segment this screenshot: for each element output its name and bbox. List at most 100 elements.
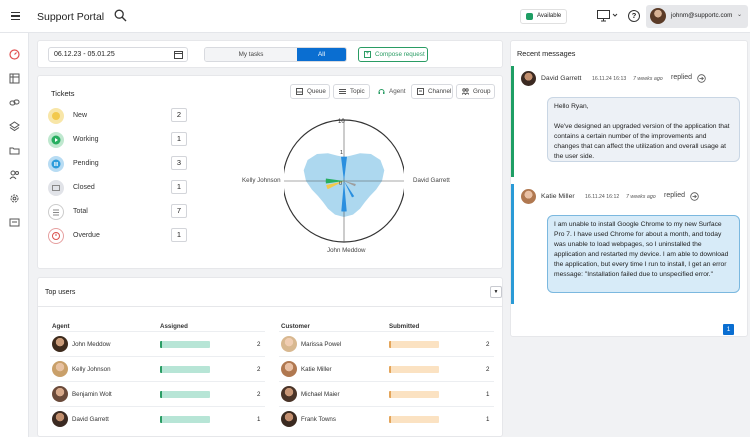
submitted-bar [389,416,439,423]
tab-label: Topic [350,88,365,95]
ticket-label: Pending [73,160,99,167]
card-icon[interactable] [9,217,20,228]
table-row[interactable]: Katie Miller 2 [279,356,494,381]
help-icon[interactable]: ? [628,10,640,22]
monitor-icon[interactable] [597,10,619,24]
radar-segment-1-0 [326,181,344,190]
tab-all[interactable]: All [297,48,346,61]
avatar [52,386,68,402]
assigned-count: 2 [257,341,261,348]
tab-topic[interactable]: Topic [333,84,370,99]
folder-closed-icon [48,180,64,196]
table-row[interactable]: Marissa Powel 2 [279,331,494,356]
avatar [281,336,297,352]
ticket-row-new[interactable]: New 2 [48,108,188,124]
avatar [650,8,666,24]
radar-axis-label-kelly: Kelly Johnson [242,177,281,184]
tab-label: Agent [389,88,406,95]
folder-icon[interactable] [9,145,20,156]
customer-name: Marissa Powel [301,341,342,348]
dashboard-icon[interactable] [9,49,20,60]
radar-segment-0-1 [341,181,347,212]
assigned-bar [160,391,210,398]
message-item[interactable]: Katie Miller 16.11.24 16:12 7 weeks ago … [511,184,748,304]
col-customer: Customer [281,323,310,330]
message-body: I am unable to install Google Chrome to … [547,215,740,293]
gear-icon[interactable] [9,193,20,204]
tab-group[interactable]: Group [456,84,495,99]
avatar [52,336,68,352]
table-row[interactable]: Michael Maier 1 [279,381,494,406]
tab-my-tasks[interactable]: My tasks [205,48,297,61]
tab-channel[interactable]: Channel [411,84,453,99]
compose-request-button[interactable]: + Compose request [358,47,428,62]
clock-icon [48,228,64,244]
ticket-row-closed[interactable]: Closed 1 [48,180,188,196]
availability-status[interactable]: Available [520,9,567,24]
recent-messages-card: Recent messages David Garrett 16.11.24 1… [510,40,748,337]
tab-queue[interactable]: Queue [290,84,330,99]
table-icon[interactable] [9,73,20,84]
users-icon[interactable] [9,169,20,180]
top-users-title: Top users [45,289,76,296]
ticket-row-overdue[interactable]: Overdue 1 [48,228,188,244]
tab-agent[interactable]: Agent [372,84,408,99]
page-number[interactable]: 1 [723,324,734,335]
ticket-count: 7 [171,204,187,218]
headset-icon [378,89,385,94]
assigned-bar [160,416,210,423]
table-row[interactable]: Kelly Johnson 2 [50,356,265,381]
search-icon[interactable] [114,9,127,24]
radar-axis-label-david: David Garrett [413,177,450,184]
table-row[interactable]: David Garrett 1 [50,406,265,431]
submitted-count: 1 [486,416,490,423]
dropdown-button[interactable]: ▼ [490,286,502,298]
top-bar: Support Portal Available ? johnm@support… [0,0,750,33]
arrow-right-icon[interactable] [697,74,706,83]
user-menu[interactable]: johnm@supportc.com ⌄ [646,5,748,28]
table-row[interactable]: John Meddow 2 [50,331,265,356]
message-ago: 7 weeks ago [626,194,656,200]
submitted-bar [389,391,439,398]
ticket-label: Closed [73,184,95,191]
table-row[interactable]: Benjamin Wolt 2 [50,381,265,406]
ticket-label: New [73,112,88,119]
avatar [521,189,536,204]
ticket-count: 2 [171,108,187,122]
ticket-row-total[interactable]: Total 7 [48,204,188,220]
link-icon[interactable] [9,97,20,108]
date-range-field[interactable]: 06.12.23 - 05.01.25 [48,47,188,62]
agent-name: David Garrett [72,416,109,423]
submitted-bar [389,341,439,348]
menu-icon[interactable] [11,12,20,22]
message-item[interactable]: David Garrett 16.11.24 16:13 7 weeks ago… [511,66,748,177]
ticket-row-pending[interactable]: Pending 3 [48,156,188,172]
side-nav [0,33,29,437]
ticket-count: 3 [171,156,187,170]
layers-icon[interactable] [9,121,20,132]
date-range-value: 06.12.23 - 05.01.25 [54,51,115,58]
app-title: Support Portal [37,11,105,23]
avatar [52,361,68,377]
col-assigned: Assigned [160,323,188,330]
avatar [281,386,297,402]
radar-tick-top: 10 [338,119,345,125]
radar-segment-0-2 [344,181,355,198]
user-email: johnm@supportc.com [671,12,733,19]
radar-chart: 10 0 1 [284,119,404,243]
assigned-count: 2 [257,391,261,398]
arrow-right-icon[interactable] [690,192,699,201]
pause-icon [48,156,64,172]
calendar-icon[interactable] [174,50,183,59]
table-row[interactable]: Frank Towns 1 [279,406,494,431]
assigned-count: 2 [257,366,261,373]
group-icon [462,88,469,95]
customer-name: Michael Maier [301,391,340,398]
availability-label: Available [537,13,562,19]
tab-label: Group [473,88,491,95]
chevron-down-icon: ⌄ [737,12,743,18]
check-icon [526,13,533,20]
submitted-bar [389,366,439,373]
message-body: Hello Ryan, We've designed an upgraded v… [547,97,740,162]
ticket-row-working[interactable]: Working 1 [48,132,188,148]
